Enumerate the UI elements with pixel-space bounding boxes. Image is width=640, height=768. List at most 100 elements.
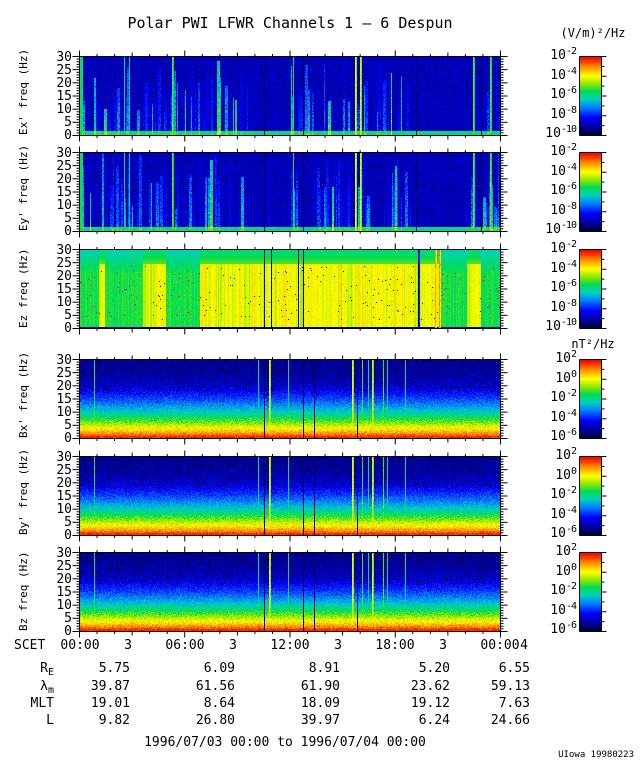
ephemeris-value-re-1: 6.09: [203, 661, 235, 676]
colorbar-exponent: -6: [565, 181, 577, 192]
colorbar-tick-bz-2: 10-2: [550, 581, 577, 598]
scet-time-2: 12:00: [270, 638, 310, 653]
colorbar-exponent: -4: [565, 65, 577, 77]
ytick-ey-0: 0: [64, 224, 72, 239]
ephemeris-row-label-re: RE: [40, 661, 54, 678]
ylabel-bz: Bz freq (Hz): [17, 551, 30, 631]
row-label-subscript: m: [47, 685, 54, 696]
colorbar-tick-ex-3: 10-8: [550, 104, 577, 122]
colorbar-ez: [579, 249, 609, 329]
colorbar-exponent: -2: [565, 388, 577, 399]
ytick-ez-30: 30: [56, 243, 72, 258]
ephemeris-value-l-0: 9.82: [98, 713, 130, 728]
ephemeris-value-l-1: 26.80: [195, 713, 235, 728]
ephemeris-row-label-l: L: [46, 713, 54, 728]
spectrogram-panel-bz: [70, 545, 510, 639]
colorbar-exponent: -2: [565, 46, 577, 57]
ephemeris-value-mlt-4: 7.63: [498, 696, 530, 711]
ytick-bz-30: 30: [56, 546, 72, 561]
ylabel-by: By' freq (Hz): [17, 448, 30, 535]
ytick-bx-25: 25: [56, 366, 72, 381]
colorbar-tick-ey-2: 10-6: [550, 181, 577, 198]
ephemeris-value-lambda-4: 59.13: [490, 679, 530, 694]
ytick-bx-20: 20: [56, 379, 72, 394]
ytick-ez-10: 10: [56, 295, 72, 310]
spectrogram-panel-ey: [70, 145, 510, 239]
colorbar-exponent: -4: [565, 258, 577, 270]
scet-time-3: 18:00: [375, 638, 415, 653]
colorbar-exponent: 0: [570, 465, 577, 477]
ephemeris-value-re-2: 8.91: [308, 661, 340, 676]
scet-day-1: 3: [229, 638, 237, 653]
colorbar-bz: [579, 552, 609, 632]
colorbar-exponent: -6: [565, 85, 577, 96]
colorbar-tick-bz-4: 10-6: [550, 620, 577, 637]
ytick-ez-20: 20: [56, 269, 72, 284]
ephemeris-row-label-lambda: λm: [40, 679, 54, 696]
colorbar-tick-ez-3: 10-8: [550, 297, 577, 315]
row-label-subscript: E: [47, 667, 54, 678]
ytick-by-30: 30: [56, 450, 72, 465]
scet-day-0: 3: [124, 638, 132, 653]
ytick-by-10: 10: [56, 502, 72, 517]
colorbar-ey: [579, 152, 609, 232]
colorbar-tick-ex-0: 10-2: [550, 46, 577, 63]
colorbar-tick-ez-0: 10-2: [550, 239, 577, 256]
colorbar-by: [579, 456, 609, 536]
colorbar-tick-ez-1: 10-4: [550, 258, 577, 276]
ytick-ez-25: 25: [56, 256, 72, 271]
ephemeris-value-lambda-0: 39.87: [90, 679, 130, 694]
ytick-ey-15: 15: [56, 185, 72, 200]
colorbar-bx: [579, 359, 609, 439]
ytick-ex-30: 30: [56, 50, 72, 65]
colorbar-tick-bx-2: 10-2: [550, 388, 577, 405]
colorbar-tick-by-0: 102: [555, 446, 577, 463]
colorbar-tick-bx-0: 102: [555, 349, 577, 366]
ytick-ez-5: 5: [64, 308, 72, 323]
ytick-bz-15: 15: [56, 585, 72, 600]
spectrogram-panel-bx: [70, 352, 510, 446]
scet-day-2: 3: [334, 638, 342, 653]
ytick-ey-5: 5: [64, 211, 72, 226]
ytick-bx-0: 0: [64, 431, 72, 446]
colorbar-exponent: -2: [565, 581, 577, 592]
spectrogram-panel-ez: [70, 242, 510, 336]
colorbar-tick-ey-1: 10-4: [550, 161, 577, 179]
ephemeris-value-mlt-3: 19.12: [410, 696, 450, 711]
ephemeris-value-re-0: 5.75: [98, 661, 130, 676]
ytick-ey-10: 10: [56, 198, 72, 213]
ephemeris-value-re-3: 5.20: [418, 661, 450, 676]
ytick-ex-20: 20: [56, 76, 72, 91]
ytick-bz-20: 20: [56, 572, 72, 587]
colorbar-exponent: 2: [570, 446, 577, 457]
colorbar-tick-ey-0: 10-2: [550, 142, 577, 159]
ephemeris-value-l-3: 6.24: [418, 713, 450, 728]
ytick-ex-15: 15: [56, 89, 72, 104]
colorbar-exponent: -8: [565, 104, 577, 116]
colorbar-tick-ex-1: 10-4: [550, 65, 577, 83]
colorbar-exponent: -8: [565, 200, 577, 212]
colorbar-tick-by-4: 10-6: [550, 524, 577, 541]
ephemeris-value-l-2: 39.97: [300, 713, 340, 728]
ephemeris-value-lambda-1: 61.56: [195, 679, 235, 694]
colorbar-tick-ex-4: 10-10: [545, 124, 577, 141]
ytick-ex-5: 5: [64, 115, 72, 130]
colorbar-tick-bz-0: 102: [555, 542, 577, 559]
colorbar-exponent: -4: [565, 407, 577, 419]
ephemeris-value-mlt-2: 18.09: [300, 696, 340, 711]
colorbar-tick-ey-3: 10-8: [550, 200, 577, 218]
ytick-bz-25: 25: [56, 559, 72, 574]
colorbar-tick-bz-1: 100: [555, 561, 577, 579]
ephemeris-value-l-4: 24.66: [490, 713, 530, 728]
colorbar-exponent: -6: [565, 427, 577, 438]
colorbar-exponent: -4: [565, 504, 577, 516]
ephemeris-value-mlt-1: 8.64: [203, 696, 235, 711]
scet-prefix-label: SCET: [14, 638, 46, 653]
spectrogram-panel-by: [70, 449, 510, 543]
colorbar-exponent: -4: [565, 161, 577, 173]
scet-day-4: 4: [520, 638, 528, 653]
colorbar-exponent: -8: [565, 297, 577, 309]
colorbar-exponent: -2: [565, 239, 577, 250]
scet-time-0: 00:00: [60, 638, 100, 653]
spectrogram-panel-ex: [70, 49, 510, 143]
